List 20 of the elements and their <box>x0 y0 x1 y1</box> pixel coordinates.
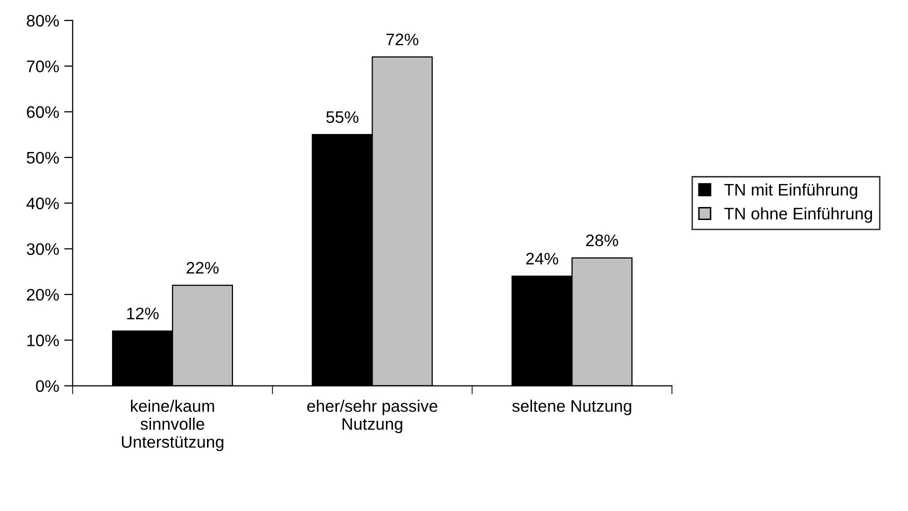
data-label: 28% <box>586 234 618 246</box>
legend-label: TN ohne Einführung <box>724 207 872 223</box>
data-label: 22% <box>186 262 219 274</box>
y-tick-label: 40% <box>26 198 59 210</box>
y-tick-label: 70% <box>26 60 59 72</box>
data-label: 12% <box>127 308 159 320</box>
y-tick-label: 50% <box>26 152 59 164</box>
y-tick-label: 80% <box>26 14 59 27</box>
y-tick-label: 30% <box>26 243 59 255</box>
legend-label: TN mit Einführung <box>724 183 858 199</box>
x-tick-label: keine/kaum sinnvolle Unterstützung <box>122 400 224 452</box>
x-tick-label: eher/sehr passive Nutzung <box>307 400 438 434</box>
y-tick-label: 0% <box>36 380 59 392</box>
x-tick-label: seltene Nutzung <box>512 400 632 416</box>
y-tick-label: 10% <box>27 334 59 346</box>
y-tick-label: 60% <box>26 106 59 118</box>
data-label: 72% <box>386 34 418 46</box>
data-label: 55% <box>326 111 358 123</box>
y-tick-label: 20% <box>26 288 59 301</box>
data-label: 24% <box>526 252 558 265</box>
